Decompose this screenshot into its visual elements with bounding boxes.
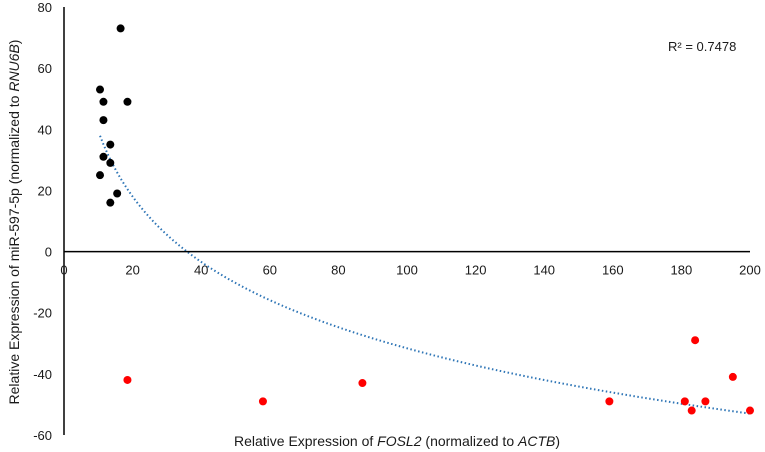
data-point — [746, 406, 754, 415]
data-point — [123, 97, 132, 106]
data-point — [99, 116, 108, 125]
x-tick-label: 20 — [125, 263, 139, 278]
trendline — [99, 135, 751, 415]
data-point — [99, 152, 108, 161]
x-tick-label: 200 — [739, 263, 761, 278]
x-tick-label: 80 — [331, 263, 345, 278]
data-point — [99, 97, 108, 106]
data-point — [96, 85, 105, 94]
data-point — [96, 171, 105, 180]
x-tick-label: 100 — [396, 263, 418, 278]
y-tick-label: 0 — [45, 245, 52, 260]
data-point — [687, 406, 696, 415]
data-point — [113, 189, 122, 198]
x-tick-label: 0 — [60, 263, 67, 278]
data-point — [728, 372, 737, 381]
x-tick-label: 60 — [263, 263, 277, 278]
data-point — [106, 140, 115, 149]
y-tick-labels: -60 -40 -20 0 20 40 60 80 — [33, 0, 52, 443]
data-point — [123, 375, 132, 384]
data-points — [96, 24, 754, 415]
y-tick-label: -40 — [33, 367, 52, 382]
data-point — [701, 397, 710, 406]
data-point — [106, 198, 115, 207]
data-point — [116, 24, 125, 33]
data-point — [106, 158, 115, 167]
x-tick-label: 160 — [602, 263, 624, 278]
y-tick-label: 20 — [38, 183, 52, 198]
y-tick-label: 80 — [38, 0, 52, 15]
data-point — [605, 397, 614, 406]
x-tick-label: 40 — [194, 263, 208, 278]
y-axis-title: Relative Expression of miR-597-5p (norma… — [6, 40, 22, 405]
x-tick-label: 180 — [671, 263, 693, 278]
y-tick-label: 60 — [38, 61, 52, 76]
y-tick-label: -20 — [33, 306, 52, 321]
data-point — [258, 397, 267, 406]
data-point — [680, 397, 689, 406]
data-point — [358, 379, 367, 388]
trendline-layer — [99, 135, 751, 415]
x-tick-labels: 0 20 40 60 80 100 120 140 160 180 200 — [60, 263, 760, 278]
x-tick-label: 120 — [465, 263, 487, 278]
data-point — [691, 336, 700, 345]
r-squared-label: R² = 0.7478 — [668, 39, 736, 54]
x-axis-title: Relative Expression of FOSL2 (normalized… — [234, 433, 560, 449]
axes — [63, 7, 750, 435]
y-tick-label: -60 — [33, 428, 52, 443]
x-tick-label: 140 — [533, 263, 555, 278]
y-tick-label: 40 — [38, 122, 52, 137]
